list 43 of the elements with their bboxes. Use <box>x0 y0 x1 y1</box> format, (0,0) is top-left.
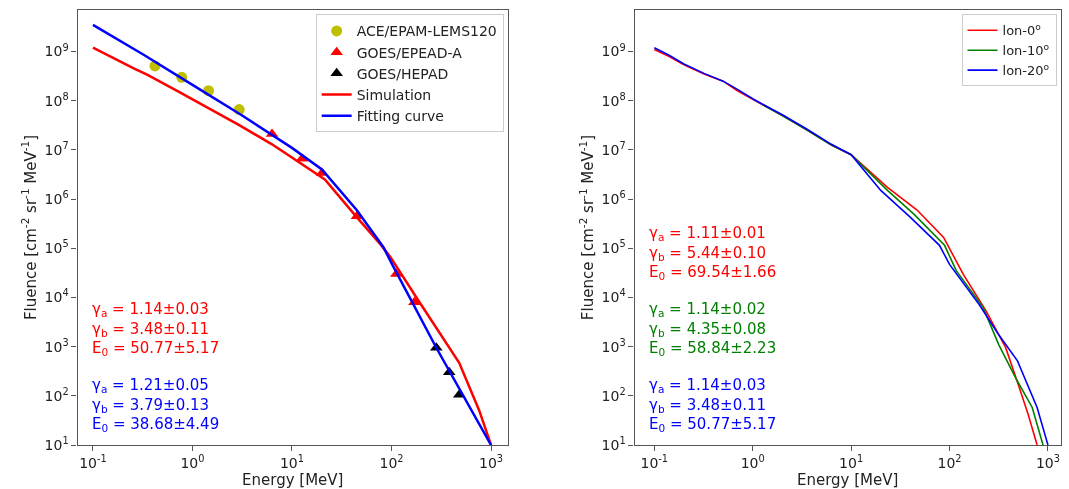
y-tick-label: 10$^{2}$ <box>601 385 626 404</box>
text: γ$_{a}$ = 1.14±0.03 γ$_{b}$ = 3.48±0.11 E$_{0}$ = 50.77±5.17 <box>649 376 777 435</box>
text: γ$_{a}$ = 1.14±0.02 γ$_{b}$ = 4.35±0.08 E$_{0}$ = 58.84±2.23 <box>649 300 777 359</box>
y-tick-label: 10$^{5}$ <box>601 238 626 257</box>
x-tick-label: 10$^{3}$ <box>1035 453 1060 471</box>
text: γ$_{a}$ = 1.14±0.03 γ$_{b}$ = 3.48±0.11 E$_{0}$ = 50.77±5.17 <box>92 300 220 359</box>
y-tick-label: 10$^{4}$ <box>44 287 69 306</box>
legend-label: GOES/EPEAD-A <box>356 44 463 61</box>
y-tick-label: 10$^{2}$ <box>44 385 69 404</box>
x-tick-label: 10$^{2}$ <box>379 453 404 471</box>
x-tick-label: 10$^{-1}$ <box>79 453 107 471</box>
y-tick-label: 10$^{9}$ <box>601 41 626 60</box>
y-tick-label: 10$^{1}$ <box>44 435 69 453</box>
legend-label: ACE/EPAM-LEMS120 <box>356 23 497 40</box>
y-tick-label: 10$^{3}$ <box>601 336 626 355</box>
legend-label: lon-20$^{o}$ <box>1002 61 1050 79</box>
text: γ$_{a}$ = 1.11±0.01 γ$_{b}$ = 5.44±0.10 E$_{0}$ = 69.54±1.66 <box>649 224 777 283</box>
legend-label: Fitting curve <box>356 108 444 125</box>
x-tick-label: 10$^{0}$ <box>740 453 765 471</box>
y-tick-label: 10$^{4}$ <box>601 287 626 306</box>
x-axis-title: Energy [MeV] <box>242 470 344 489</box>
legend-label: lon-10$^{o}$ <box>1002 41 1050 59</box>
legend-label: GOES/HEPAD <box>356 65 449 82</box>
y-tick-label: 10$^{7}$ <box>601 139 626 158</box>
x-tick-label: 10$^{0}$ <box>180 453 205 471</box>
y-tick-label: 10$^{5}$ <box>44 238 69 257</box>
x-tick-label: 10$^{-1}$ <box>640 453 669 471</box>
y-tick-label: 10$^{1}$ <box>601 435 626 453</box>
x-tick-label: 10$^{2}$ <box>937 453 962 471</box>
y-tick-label: 10$^{9}$ <box>44 41 69 60</box>
y-tick-label: 10$^{8}$ <box>44 90 69 109</box>
y-tick-label: 10$^{8}$ <box>601 90 626 109</box>
y-tick-label: 10$^{6}$ <box>44 189 69 207</box>
y-tick-label: 10$^{7}$ <box>44 139 69 158</box>
x-tick-label: 10$^{1}$ <box>839 453 864 471</box>
y-tick-label: 10$^{6}$ <box>601 189 626 207</box>
x-tick-label: 10$^{3}$ <box>478 453 504 471</box>
x-tick-label: 10$^{1}$ <box>279 453 305 471</box>
text: γ$_{a}$ = 1.21±0.05 γ$_{b}$ = 3.79±0.13 E$_{0}$ = 38.68±4.49 <box>92 376 220 435</box>
legend-label: lon-0$^{o}$ <box>1002 21 1042 39</box>
x-axis-title: Energy [MeV] <box>796 470 899 489</box>
y-tick-label: 10$^{3}$ <box>44 336 69 355</box>
legend-label: Simulation <box>356 87 432 104</box>
